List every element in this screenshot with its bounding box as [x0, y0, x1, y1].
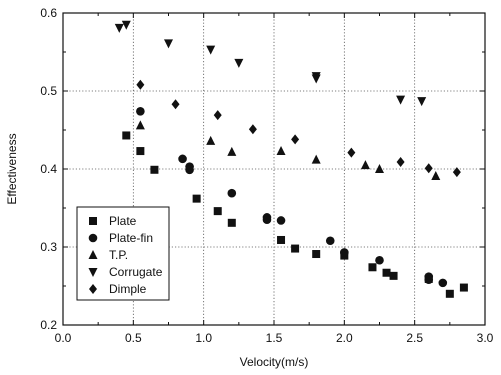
- legend-label: Corrugate: [109, 265, 163, 279]
- x-tick-labels: 0.0 0.5 1.0 1.5 2.0 2.5 3.0: [55, 331, 494, 345]
- data-point-square: [227, 218, 236, 227]
- data-point-circle: [438, 278, 448, 288]
- data-point-square: [389, 271, 398, 280]
- data-point-square: [312, 250, 321, 259]
- data-point-diamond: [213, 110, 222, 121]
- data-point-triangle-up: [276, 146, 286, 156]
- data-point-triangle-down: [206, 45, 216, 55]
- data-point-circle: [276, 216, 286, 225]
- data-point-triangle-up: [206, 135, 216, 145]
- x-tick-label: 2.5: [406, 331, 423, 345]
- legend-items: Plate Plate-fin T.P. Corrugate Dimple: [88, 214, 163, 296]
- data-point-square: [150, 165, 159, 174]
- data-point-square: [445, 289, 454, 298]
- series-t-p: [135, 120, 441, 181]
- legend-marker-circle: [88, 233, 98, 243]
- data-point-square: [192, 194, 201, 203]
- legend-label: Plate: [109, 214, 137, 228]
- data-point-triangle-down: [114, 23, 124, 33]
- data-point-triangle-down: [311, 74, 321, 84]
- data-point-circle: [424, 275, 434, 285]
- data-point-square: [368, 263, 377, 272]
- data-point-square: [136, 147, 145, 156]
- data-point-circle: [136, 106, 145, 116]
- data-point-triangle-up: [311, 154, 321, 164]
- data-point-diamond: [171, 99, 180, 110]
- data-point-circle: [340, 248, 349, 257]
- data-point-diamond: [396, 156, 405, 167]
- legend-item: Plate-fin: [88, 231, 153, 245]
- legend-marker-triangle-down: [88, 268, 98, 277]
- data-point-diamond: [136, 79, 145, 90]
- series-plate: [122, 131, 468, 298]
- data-point-diamond: [452, 167, 461, 178]
- data-point-triangle-up: [431, 171, 441, 181]
- data-point-triangle-down: [234, 58, 244, 68]
- data-point-circle: [262, 215, 272, 224]
- data-point-square: [382, 268, 391, 277]
- series-dimple: [136, 79, 461, 178]
- x-tick-label: 3.0: [477, 331, 494, 345]
- data-point-circle: [227, 188, 237, 198]
- data-point-circle: [185, 165, 194, 175]
- data-point-triangle-up: [227, 146, 237, 156]
- data-point-triangle-up: [360, 160, 370, 170]
- legend-marker-triangle-up: [88, 250, 98, 259]
- data-point-square: [291, 244, 300, 253]
- data-point-square: [459, 283, 468, 292]
- legend: Plate Plate-fin T.P. Corrugate Dimple: [76, 206, 170, 301]
- x-tick-label: 2.0: [336, 331, 353, 345]
- data-point-triangle-down: [164, 39, 173, 49]
- data-point-diamond: [347, 147, 356, 158]
- data-point-circle: [375, 255, 384, 265]
- legend-item: T.P.: [88, 248, 128, 262]
- legend-label: Plate-fin: [109, 231, 153, 245]
- data-point-triangle-down: [417, 97, 427, 107]
- data-point-diamond: [248, 124, 257, 135]
- x-tick-label: 1.5: [266, 331, 283, 345]
- y-tick-label: 0.3: [40, 240, 57, 254]
- series-corrugate: [114, 20, 427, 107]
- data-points: [114, 20, 468, 298]
- data-point-circle: [178, 154, 187, 164]
- data-point-diamond: [291, 134, 300, 145]
- legend-marker-diamond: [89, 284, 97, 294]
- y-tick-label: 0.6: [40, 6, 57, 20]
- x-tick-label: 0.0: [55, 331, 72, 345]
- legend-marker-square: [89, 217, 97, 225]
- y-axis-label: Effectiveness: [5, 133, 19, 204]
- y-tick-label: 0.5: [40, 84, 57, 98]
- data-point-square: [122, 131, 131, 140]
- legend-label: Dimple: [109, 282, 147, 296]
- x-tick-label: 0.5: [125, 331, 142, 345]
- data-point-circle: [325, 236, 335, 246]
- data-point-triangle-down: [396, 95, 406, 105]
- data-point-triangle-up: [375, 164, 384, 173]
- data-point-square: [213, 207, 222, 216]
- series-plate-fin: [136, 106, 448, 288]
- legend-item: Corrugate: [88, 265, 163, 279]
- legend-label: T.P.: [109, 248, 128, 262]
- legend-item: Dimple: [89, 282, 147, 296]
- data-point-square: [277, 235, 286, 244]
- y-tick-labels: 0.2 0.3 0.4 0.5 0.6: [40, 6, 57, 332]
- y-tick-label: 0.4: [40, 162, 57, 176]
- x-axis-label: Velocity(m/s): [240, 355, 309, 369]
- legend-item: Plate: [89, 214, 137, 228]
- data-point-triangle-down: [121, 20, 131, 30]
- ticks: [62, 12, 486, 326]
- y-tick-label: 0.2: [40, 318, 57, 332]
- data-point-triangle-up: [135, 120, 145, 130]
- x-tick-label: 1.0: [195, 331, 212, 345]
- data-point-diamond: [424, 163, 433, 174]
